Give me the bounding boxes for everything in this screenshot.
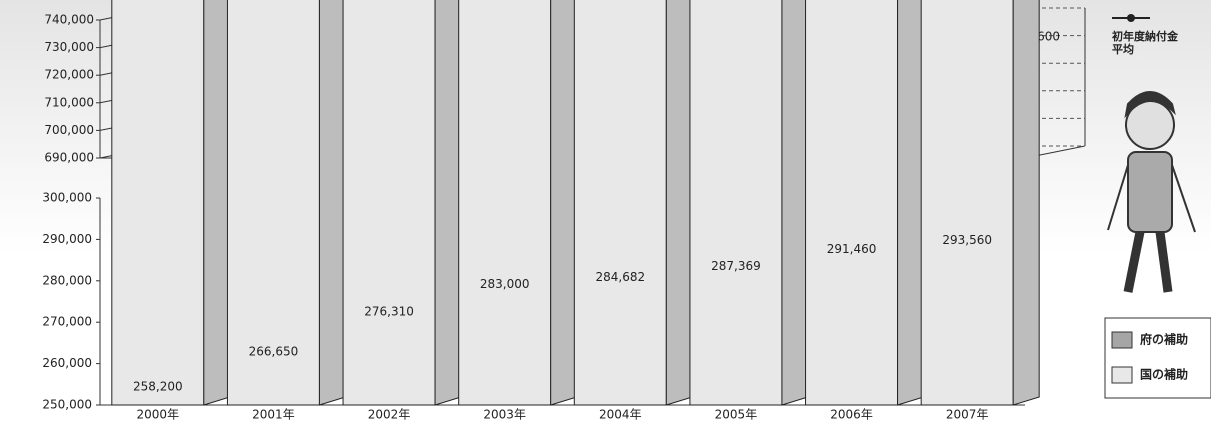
x-tick-label: 2007年 [946, 408, 989, 422]
bar-segment [342, 0, 436, 406]
y-tick-label: 730,000 [44, 40, 94, 54]
legend-box [1104, 317, 1211, 399]
x-tick-label: 2002年 [368, 408, 411, 422]
y-tick-label: 690,000 [44, 151, 94, 165]
bar-side [781, 0, 809, 406]
bar-segment [226, 0, 320, 406]
value-label: 266,650 [249, 345, 299, 359]
bar-segment [111, 0, 205, 406]
x-tick-label: 2001年 [252, 408, 295, 422]
bar-side [550, 0, 578, 406]
value-label: 284,682 [596, 270, 646, 284]
bar-segment [573, 0, 667, 406]
legend-swatch [1111, 331, 1133, 349]
y-tick-label: 290,000 [42, 232, 92, 246]
y-tick-label: 270,000 [42, 315, 92, 329]
bar-side [897, 0, 925, 406]
bar-segment [805, 0, 899, 406]
bar-side [203, 0, 231, 406]
y-tick-label: 300,000 [42, 191, 92, 205]
value-label: 283,000 [480, 277, 530, 291]
legend-label: 府の補助 [1140, 332, 1188, 347]
bar-segment [920, 0, 1014, 406]
x-tick-label: 2000年 [137, 408, 180, 422]
x-tick-label: 2003年 [483, 408, 526, 422]
value-label: 291,460 [827, 242, 877, 256]
y-tick-label: 250,000 [42, 398, 92, 412]
legend-marker [1127, 14, 1135, 22]
value-label: 293,560 [942, 233, 992, 247]
y-tick-label: 280,000 [42, 273, 92, 287]
legend-swatch [1111, 366, 1133, 384]
character [1107, 91, 1196, 293]
value-label: 276,310 [364, 305, 414, 319]
y-tick-label: 710,000 [44, 95, 94, 109]
x-tick-label: 2006年 [830, 408, 873, 422]
x-tick-label: 2004年 [599, 408, 642, 422]
y-tick-label: 720,000 [44, 68, 94, 82]
y-tick-label: 740,000 [44, 13, 94, 27]
value-label: 258,200 [133, 380, 183, 394]
value-label: 287,369 [711, 259, 761, 273]
bar-side [1012, 0, 1040, 406]
legend-label: 初年度納付金平均 [1112, 30, 1178, 56]
bar-segment [458, 0, 552, 406]
x-tick-label: 2005年 [715, 408, 758, 422]
bar-side [318, 0, 346, 406]
y-tick-label: 700,000 [44, 123, 94, 137]
bar-segment [689, 0, 783, 406]
y-tick-label: 260,000 [42, 356, 92, 370]
bar-side [434, 0, 462, 406]
legend-label: 国の補助 [1140, 367, 1188, 382]
bar-side [665, 0, 693, 406]
